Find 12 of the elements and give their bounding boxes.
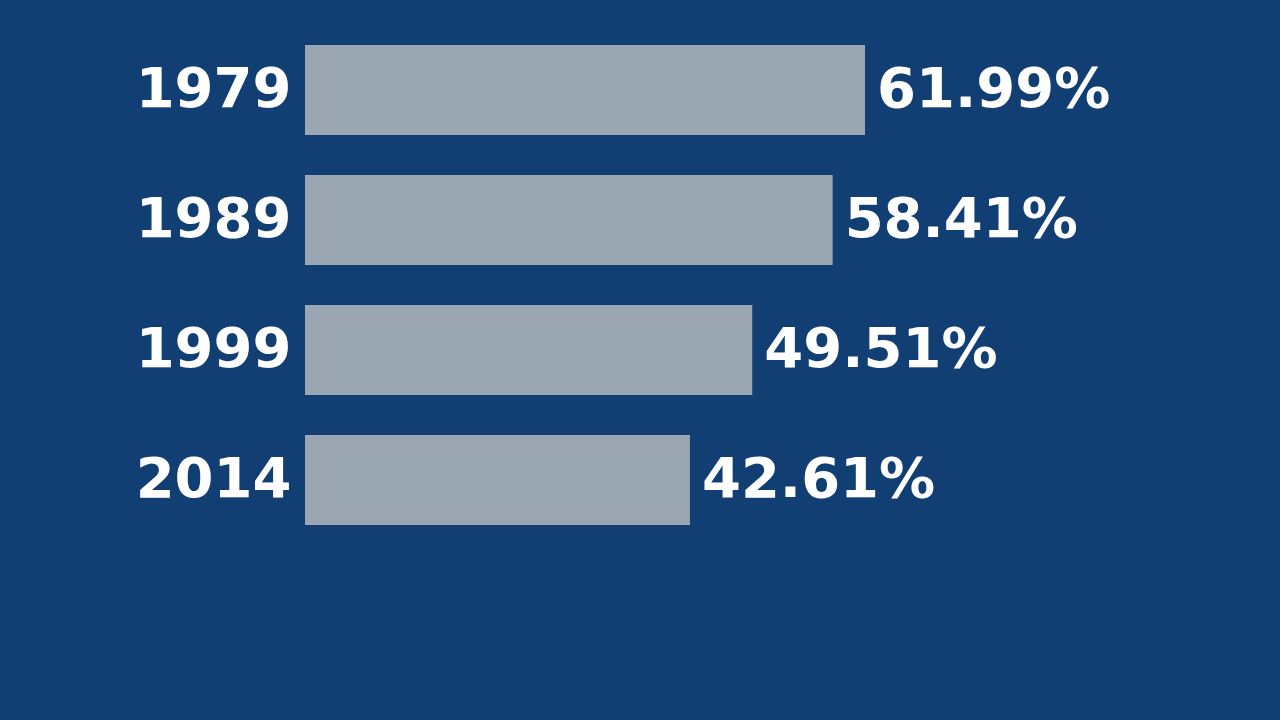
bar — [305, 435, 690, 525]
y-tick-label: 2014 — [135, 445, 292, 510]
bar — [305, 175, 833, 265]
bar — [305, 305, 753, 395]
y-tick-label: 1989 — [135, 185, 292, 250]
y-tick-label: 1979 — [135, 55, 292, 120]
data-label: 49.51% — [764, 315, 998, 380]
data-label: 42.61% — [701, 445, 936, 510]
data-label: 58.41% — [844, 185, 1078, 250]
bar — [305, 45, 865, 135]
y-tick-label: 1999 — [135, 315, 292, 380]
data-label: 61.99% — [877, 55, 1111, 120]
